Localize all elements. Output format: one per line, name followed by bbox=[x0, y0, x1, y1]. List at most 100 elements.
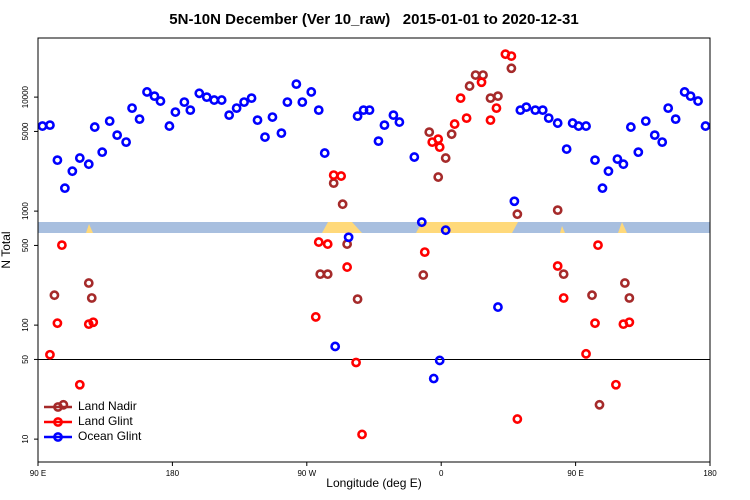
marker bbox=[612, 154, 623, 164]
marker bbox=[640, 116, 651, 127]
surface-band bbox=[38, 222, 710, 233]
marker bbox=[476, 77, 487, 88]
marker bbox=[322, 269, 333, 280]
marker bbox=[351, 357, 361, 368]
marker bbox=[343, 232, 354, 243]
marker bbox=[440, 225, 451, 236]
x-tick-label: 90 E bbox=[567, 469, 583, 478]
land-band bbox=[618, 222, 627, 233]
marker bbox=[310, 312, 321, 322]
marker bbox=[419, 247, 430, 258]
marker bbox=[149, 91, 160, 102]
y-tick-label: 50 bbox=[21, 354, 30, 363]
marker bbox=[164, 121, 175, 131]
marker bbox=[194, 88, 205, 99]
marker bbox=[52, 155, 63, 166]
marker bbox=[246, 93, 257, 104]
legend-marker bbox=[53, 417, 63, 427]
marker bbox=[594, 399, 605, 410]
marker bbox=[416, 217, 427, 228]
marker bbox=[357, 429, 367, 440]
marker bbox=[291, 79, 302, 90]
marker bbox=[352, 111, 363, 122]
marker bbox=[657, 137, 668, 148]
marker bbox=[56, 240, 67, 251]
marker bbox=[506, 63, 517, 74]
marker bbox=[624, 293, 635, 303]
marker bbox=[352, 294, 363, 305]
x-tick-label: 0 bbox=[439, 469, 444, 478]
marker bbox=[170, 107, 181, 117]
marker bbox=[52, 318, 63, 329]
marker bbox=[491, 103, 502, 113]
marker bbox=[142, 87, 152, 97]
legend-label: Ocean Glint bbox=[78, 429, 142, 443]
marker bbox=[379, 120, 390, 131]
marker bbox=[625, 122, 636, 132]
marker bbox=[649, 130, 660, 141]
marker bbox=[306, 87, 317, 97]
marker bbox=[597, 183, 608, 194]
y-axis-label: N Total bbox=[0, 231, 13, 268]
marker bbox=[485, 115, 496, 126]
marker bbox=[83, 278, 94, 288]
marker bbox=[552, 118, 563, 128]
y-tick-label: 10 bbox=[21, 434, 30, 443]
marker bbox=[624, 317, 635, 328]
marker bbox=[86, 293, 97, 303]
y-tick-label: 100 bbox=[21, 318, 30, 332]
marker bbox=[239, 97, 249, 108]
marker bbox=[179, 97, 190, 108]
marker bbox=[252, 115, 263, 126]
marker bbox=[693, 96, 703, 106]
marker bbox=[121, 137, 132, 148]
marker bbox=[446, 129, 457, 140]
marker bbox=[581, 121, 591, 131]
marker bbox=[364, 105, 375, 116]
marker bbox=[581, 348, 591, 359]
marker bbox=[337, 199, 348, 210]
chart-title: 5N-10N December (Ver 10_raw) 2015-01-01 … bbox=[169, 11, 578, 28]
marker bbox=[319, 148, 330, 158]
marker bbox=[134, 114, 145, 125]
marker bbox=[342, 262, 353, 272]
marker bbox=[322, 239, 333, 249]
marker bbox=[74, 153, 85, 163]
marker bbox=[424, 127, 435, 138]
marker bbox=[433, 172, 444, 182]
marker bbox=[59, 183, 70, 194]
marker bbox=[558, 293, 569, 303]
marker bbox=[104, 116, 115, 127]
marker bbox=[493, 91, 503, 102]
marker bbox=[512, 414, 523, 424]
marker bbox=[231, 103, 242, 113]
y-tick-label: 500 bbox=[21, 238, 30, 252]
marker bbox=[155, 96, 166, 106]
marker bbox=[543, 113, 554, 124]
marker bbox=[521, 102, 532, 113]
marker bbox=[552, 205, 563, 216]
x-tick-label: 90 E bbox=[30, 469, 46, 478]
marker bbox=[282, 97, 293, 108]
marker bbox=[74, 379, 85, 390]
x-tick-label: 180 bbox=[166, 469, 180, 478]
marker bbox=[464, 81, 475, 91]
marker bbox=[330, 341, 341, 352]
marker bbox=[440, 153, 451, 163]
marker bbox=[461, 113, 472, 124]
marker bbox=[558, 269, 569, 280]
marker bbox=[216, 95, 227, 105]
marker bbox=[394, 117, 405, 127]
marker bbox=[537, 105, 548, 116]
marker bbox=[670, 114, 681, 125]
marker bbox=[49, 290, 60, 301]
marker bbox=[336, 171, 347, 181]
marker bbox=[593, 240, 603, 251]
plot-frame bbox=[37, 37, 711, 463]
marker bbox=[493, 302, 503, 312]
marker bbox=[297, 97, 308, 108]
marker bbox=[685, 91, 696, 102]
y-tick-label: 1000 bbox=[21, 202, 30, 220]
